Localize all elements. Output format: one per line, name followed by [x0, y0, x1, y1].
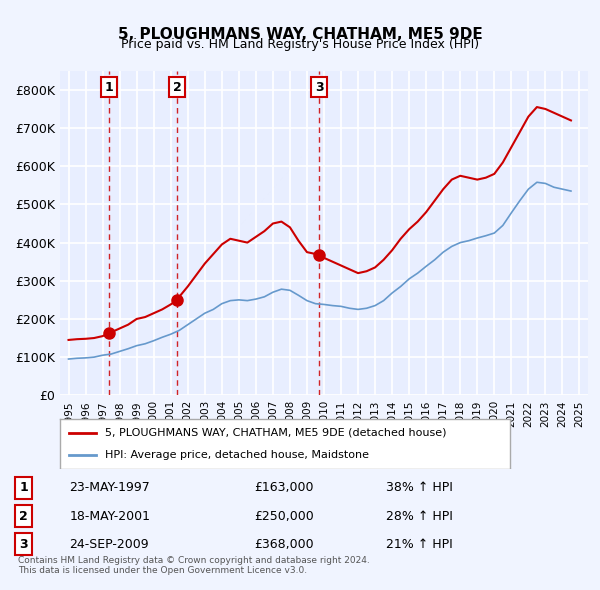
- Text: HPI: Average price, detached house, Maidstone: HPI: Average price, detached house, Maid…: [105, 450, 369, 460]
- Text: 5, PLOUGHMANS WAY, CHATHAM, ME5 9DE: 5, PLOUGHMANS WAY, CHATHAM, ME5 9DE: [118, 27, 482, 41]
- Text: Price paid vs. HM Land Registry's House Price Index (HPI): Price paid vs. HM Land Registry's House …: [121, 38, 479, 51]
- Text: Contains HM Land Registry data © Crown copyright and database right 2024.
This d: Contains HM Land Registry data © Crown c…: [18, 556, 370, 575]
- Text: 5, PLOUGHMANS WAY, CHATHAM, ME5 9DE (detached house): 5, PLOUGHMANS WAY, CHATHAM, ME5 9DE (det…: [105, 428, 446, 438]
- Text: 3: 3: [315, 80, 324, 94]
- Text: 38% ↑ HPI: 38% ↑ HPI: [386, 481, 453, 494]
- Text: 2: 2: [173, 80, 182, 94]
- Text: 3: 3: [19, 538, 28, 551]
- Text: 28% ↑ HPI: 28% ↑ HPI: [386, 510, 453, 523]
- Text: £368,000: £368,000: [254, 538, 314, 551]
- Text: 1: 1: [19, 481, 28, 494]
- Text: 18-MAY-2001: 18-MAY-2001: [70, 510, 151, 523]
- Text: £163,000: £163,000: [254, 481, 313, 494]
- Text: 1: 1: [104, 80, 113, 94]
- Text: 2: 2: [19, 510, 28, 523]
- Text: 24-SEP-2009: 24-SEP-2009: [70, 538, 149, 551]
- Text: 23-MAY-1997: 23-MAY-1997: [70, 481, 151, 494]
- Text: 21% ↑ HPI: 21% ↑ HPI: [386, 538, 453, 551]
- Text: £250,000: £250,000: [254, 510, 314, 523]
